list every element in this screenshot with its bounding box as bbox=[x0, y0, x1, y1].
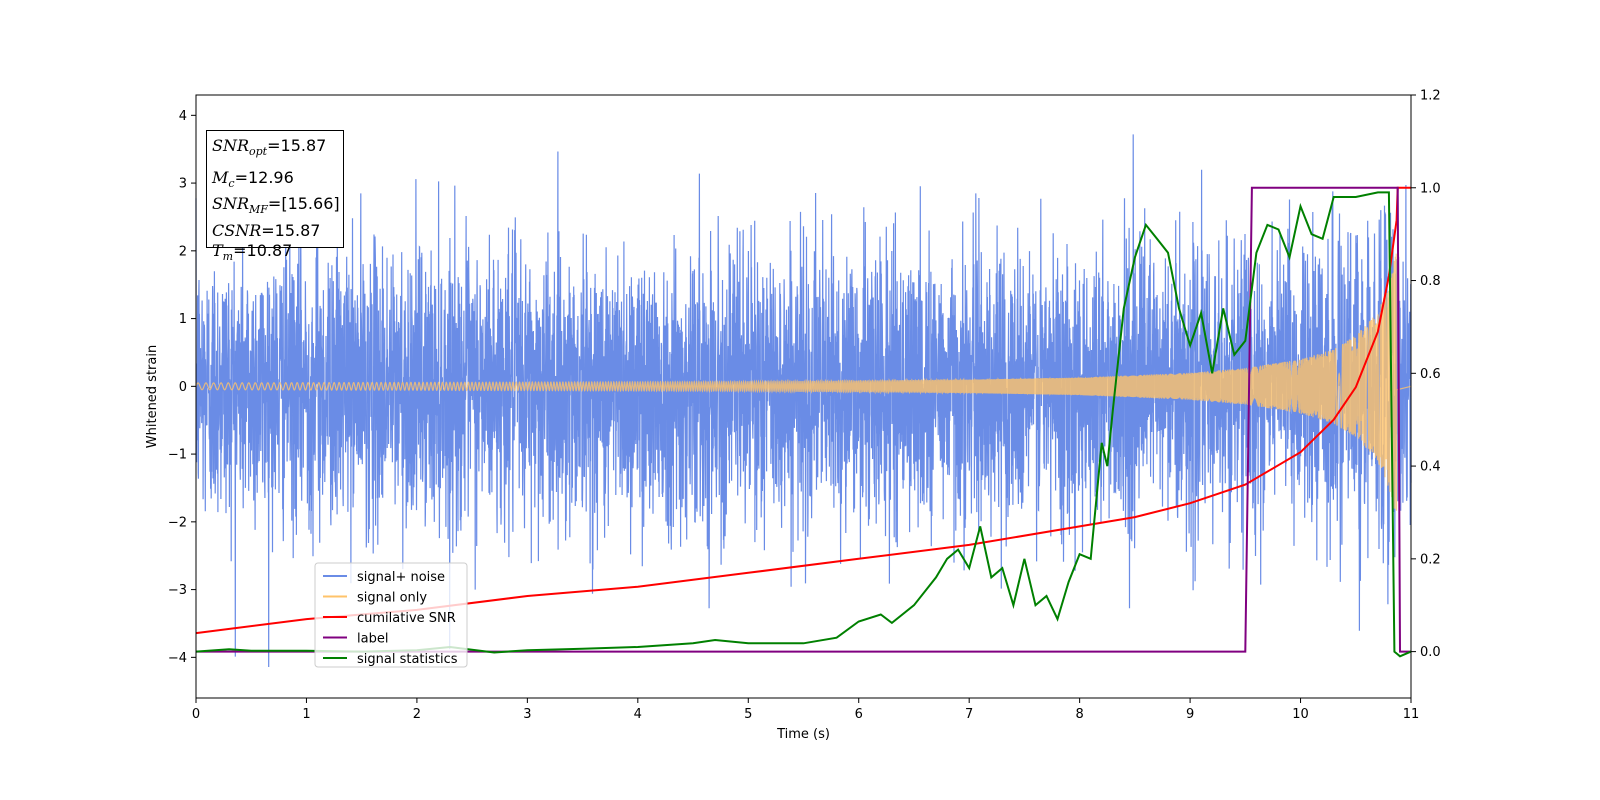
y2-tick-label: 0.0 bbox=[1420, 645, 1441, 660]
tm-line: Tm=10.87 bbox=[212, 240, 293, 263]
y-tick-label: −4 bbox=[168, 651, 187, 666]
label-line bbox=[196, 186, 1411, 653]
y2-tick-label: 0.2 bbox=[1420, 552, 1441, 567]
csnr-line: CSNR=15.87 bbox=[212, 220, 321, 240]
x-tick-label: 1 bbox=[302, 707, 310, 722]
y2-tick-label: 0.6 bbox=[1420, 367, 1441, 382]
snr-mf-value: [15.66] bbox=[281, 194, 340, 214]
y-tick-label: −3 bbox=[168, 583, 187, 598]
y2-tick-label: 1.0 bbox=[1420, 181, 1441, 196]
legend-entry: label bbox=[357, 632, 388, 647]
x-axis: 0 1 2 3 4 5 6 7 8 9 10 11 bbox=[192, 698, 1419, 722]
y2-tick-label: 1.2 bbox=[1420, 89, 1441, 104]
signal-only-line bbox=[195, 253, 1412, 511]
x-tick-label: 2 bbox=[413, 707, 421, 722]
y-tick-label: 2 bbox=[179, 244, 187, 259]
x-tick-label: 4 bbox=[634, 707, 642, 722]
y2-tick-label: 0.4 bbox=[1420, 460, 1441, 475]
y-tick-label: 0 bbox=[179, 380, 187, 395]
y-axis-label: Whitened strain bbox=[145, 345, 160, 448]
snr-opt-value: 15.87 bbox=[280, 136, 327, 155]
x-tick-label: 3 bbox=[523, 707, 531, 722]
y-tick-label: −2 bbox=[168, 515, 187, 530]
tm-value: 10.87 bbox=[246, 240, 293, 260]
csnr-value: 15.87 bbox=[274, 220, 321, 240]
x-tick-label: 11 bbox=[1403, 707, 1420, 722]
x-tick-label: 6 bbox=[855, 707, 863, 722]
snr-mf-line: SNRMF=[15.66] bbox=[212, 194, 340, 217]
signal-only-series bbox=[195, 253, 1412, 511]
legend-frame bbox=[314, 562, 468, 668]
y-tick-label: 1 bbox=[179, 312, 187, 327]
legend-entry: signal only bbox=[357, 591, 427, 606]
y-tick-label: −1 bbox=[168, 448, 187, 463]
signal-statistics-line bbox=[195, 191, 1412, 658]
x-tick-label: 9 bbox=[1186, 707, 1194, 722]
snr-opt-line: SNRopt=15.87 bbox=[212, 136, 327, 159]
x-tick-label: 8 bbox=[1075, 707, 1083, 722]
x-axis-label: Time (s) bbox=[776, 727, 830, 742]
legend-entry: cumilative SNR bbox=[357, 611, 456, 626]
y-tick-label: 3 bbox=[179, 177, 187, 192]
mc-line: Mc=12.96 bbox=[212, 168, 294, 191]
legend-entry: signal+ noise bbox=[357, 570, 445, 585]
legend: signal+ noise signal only cumilative SNR la… bbox=[314, 562, 468, 668]
mc-value: 12.96 bbox=[247, 168, 294, 188]
y-axis-left: −4 −3 −2 −1 0 1 2 3 4 bbox=[168, 109, 196, 666]
legend-entry: signal statistics bbox=[357, 652, 458, 667]
plot-frame bbox=[195, 94, 1412, 699]
x-tick-label: 7 bbox=[965, 707, 973, 722]
annotation-box: SNRopt=15.87 Mc=12.96 SNRMF=[15.66] CSNR… bbox=[206, 130, 344, 263]
x-tick-label: 5 bbox=[744, 707, 752, 722]
y-tick-label: 4 bbox=[179, 109, 187, 124]
cumulative-snr-line bbox=[195, 186, 1411, 635]
y2-tick-label: 0.8 bbox=[1420, 274, 1441, 289]
y-axis-right: 0.0 0.2 0.4 0.6 0.8 1.0 1.2 bbox=[1411, 89, 1441, 660]
x-tick-label: 10 bbox=[1292, 707, 1309, 722]
x-tick-label: 0 bbox=[192, 707, 200, 722]
